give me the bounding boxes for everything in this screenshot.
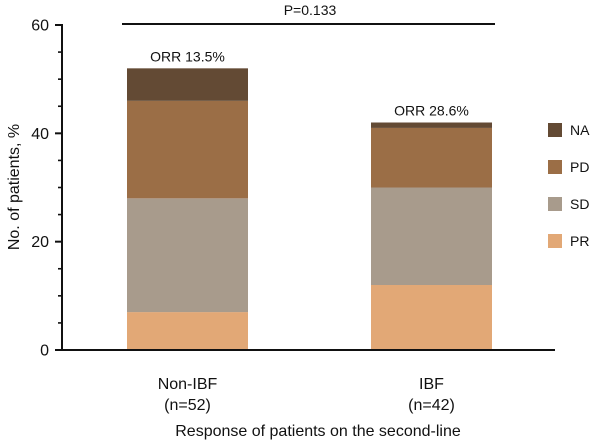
bar-segment-ibf-sd bbox=[371, 187, 492, 285]
bar-segment-non-ibf-pr bbox=[127, 312, 248, 350]
legend-item-na: NA bbox=[548, 122, 590, 138]
bar-segment-non-ibf-sd bbox=[127, 198, 248, 313]
bar-segment-non-ibf-na bbox=[127, 68, 248, 101]
bar-segment-ibf-na bbox=[371, 122, 492, 128]
legend-item-pr: PR bbox=[548, 233, 589, 249]
legend-label-pr: PR bbox=[570, 233, 589, 249]
plot-area: ORR 13.5% ORR 28.6% bbox=[127, 48, 492, 350]
bar-segment-ibf-pd bbox=[371, 127, 492, 188]
legend-label-na: NA bbox=[570, 122, 590, 138]
y-tick-label-20: 20 bbox=[31, 234, 49, 251]
bar-ibf bbox=[371, 122, 492, 350]
legend-item-pd: PD bbox=[548, 159, 589, 175]
bar-non-ibf bbox=[127, 68, 248, 350]
legend-swatch-na bbox=[548, 123, 562, 137]
x-tick-sublabel-non-ibf: (n=52) bbox=[164, 397, 211, 414]
y-tick-label-60: 60 bbox=[31, 18, 49, 35]
p-value-label: P=0.133 bbox=[284, 2, 337, 18]
bar-segment-ibf-pr bbox=[371, 285, 492, 350]
y-tick-label-40: 40 bbox=[31, 126, 49, 143]
x-tick-sublabel-ibf: (n=42) bbox=[408, 397, 455, 414]
significance-bracket: P=0.133 bbox=[122, 2, 495, 25]
legend-swatch-pr bbox=[548, 234, 562, 248]
orr-annotation-non-ibf: ORR 13.5% bbox=[150, 48, 225, 64]
x-tick-label-ibf: IBF bbox=[419, 376, 444, 393]
x-axis-title: Response of patients on the second-line bbox=[175, 423, 461, 440]
y-tick-label-0: 0 bbox=[40, 343, 49, 360]
legend-swatch-pd bbox=[548, 160, 562, 174]
legend: NA PD SD PR bbox=[548, 122, 590, 249]
legend-label-pd: PD bbox=[570, 159, 589, 175]
orr-annotation-ibf: ORR 28.6% bbox=[394, 103, 469, 119]
x-axis: Non-IBF (n=52) IBF (n=42) bbox=[61, 349, 555, 414]
legend-label-sd: SD bbox=[570, 196, 589, 212]
x-tick-label-non-ibf: Non-IBF bbox=[158, 376, 218, 393]
bar-segment-non-ibf-pd bbox=[127, 100, 248, 199]
legend-swatch-sd bbox=[548, 197, 562, 211]
y-axis: 0 20 40 60 bbox=[31, 18, 63, 360]
y-axis-title: No. of patients, % bbox=[6, 124, 23, 250]
legend-item-sd: SD bbox=[548, 196, 589, 212]
